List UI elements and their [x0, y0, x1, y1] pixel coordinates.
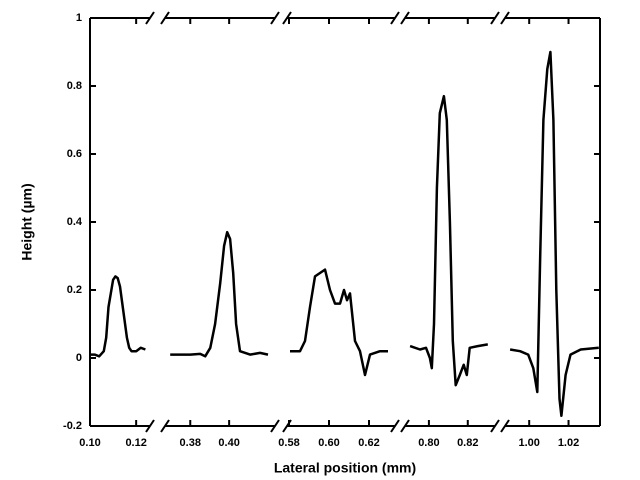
x-tick-label: 1.00 — [518, 437, 539, 449]
line — [170, 230, 269, 358]
x-tick-label: 0.60 — [318, 437, 339, 449]
x-tick-label: 1.02 — [558, 437, 579, 449]
line — [90, 275, 146, 358]
x-tick-label: 0.10 — [79, 437, 100, 449]
axis-break — [390, 419, 400, 433]
y-tick-label: 1 — [76, 12, 82, 24]
y-tick-label: 0.6 — [67, 148, 82, 160]
axis-break — [270, 419, 280, 433]
y-tick-label: 0.4 — [67, 216, 83, 228]
x-tick-label: 0.58 — [278, 437, 299, 449]
x-tick-label: 0.80 — [418, 437, 439, 449]
line — [509, 50, 599, 418]
y-tick-label: 0.8 — [67, 80, 82, 92]
y-tick-label: 0.2 — [67, 284, 82, 296]
x-axis-label: Lateral position (mm) — [274, 460, 416, 476]
axis-break — [500, 419, 510, 433]
x-tick-label: 0.62 — [358, 437, 379, 449]
line — [409, 94, 489, 387]
axis-break — [270, 11, 280, 25]
x-tick-label: 0.82 — [457, 437, 478, 449]
axis-break — [400, 11, 410, 25]
axis-break — [160, 419, 170, 433]
axis-break — [160, 11, 170, 25]
axis-break — [490, 11, 500, 25]
y-axis-label: Height (µm) — [19, 183, 35, 260]
axis-break — [145, 11, 155, 25]
axis-break — [282, 419, 292, 433]
x-tick-label: 0.38 — [180, 437, 201, 449]
axis-break — [145, 419, 155, 433]
y-tick-label: -0.2 — [63, 420, 82, 432]
y-tick-label: 0 — [76, 352, 82, 364]
axis-break — [282, 11, 292, 25]
x-tick-label: 0.12 — [125, 437, 146, 449]
axis-break — [390, 11, 400, 25]
x-tick-label: 0.40 — [218, 437, 239, 449]
line — [290, 268, 388, 377]
axis-break — [490, 419, 500, 433]
axis-break — [400, 419, 410, 433]
axis-break — [500, 11, 510, 25]
